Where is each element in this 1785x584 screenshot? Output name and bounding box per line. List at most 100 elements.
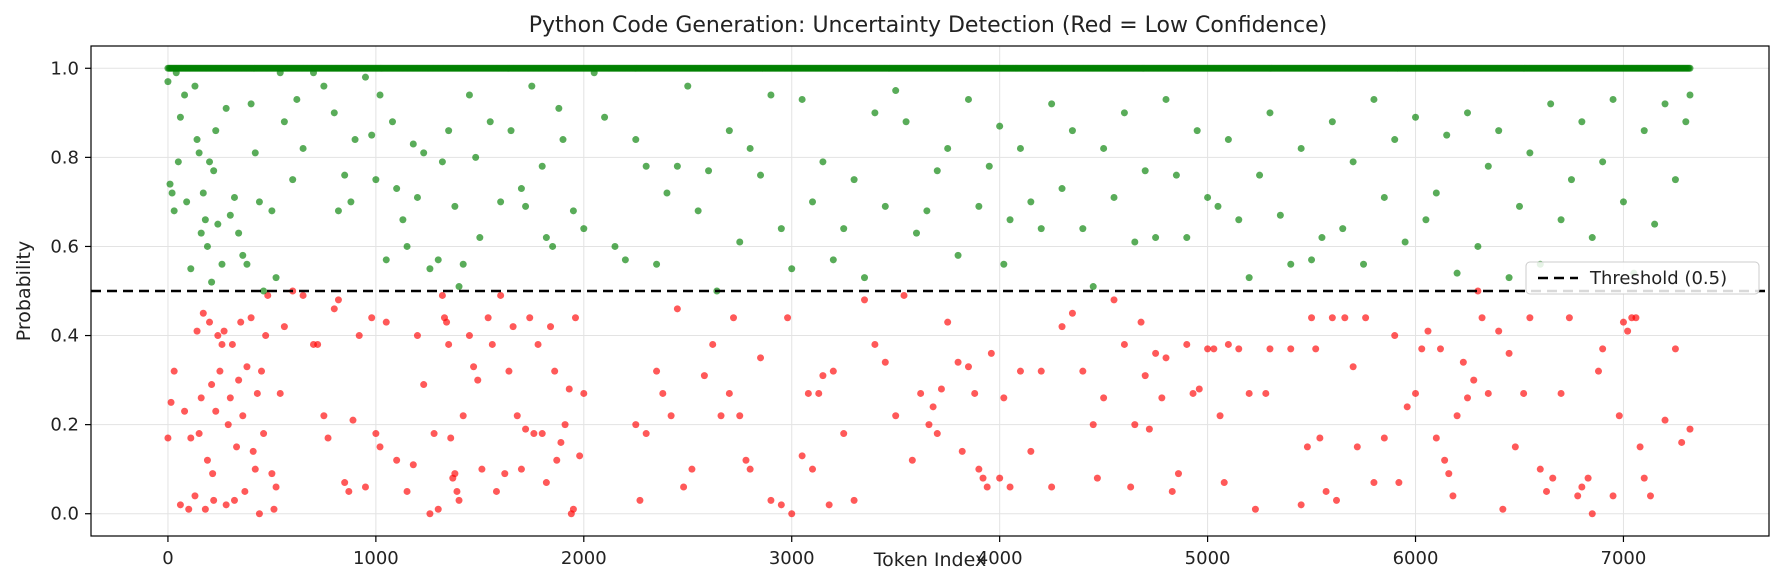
data-point-low-confidence <box>1505 349 1513 357</box>
data-point-low-confidence <box>220 327 228 335</box>
data-point-low-confidence <box>176 501 184 509</box>
data-point-low-confidence <box>203 456 211 464</box>
data-point-low-confidence <box>1158 394 1166 402</box>
data-point-high-confidence <box>1131 238 1139 246</box>
data-point-high-confidence <box>260 287 268 295</box>
x-tick-label: 1000 <box>353 548 399 569</box>
data-point-high-confidence <box>251 149 259 157</box>
data-point-low-confidence <box>538 430 546 438</box>
data-point-low-confidence <box>1303 443 1311 451</box>
data-point-low-confidence <box>757 354 765 362</box>
data-point-high-confidence <box>1474 242 1482 250</box>
data-point-low-confidence <box>542 479 550 487</box>
data-point-low-confidence <box>1341 314 1349 322</box>
data-point-low-confidence <box>1636 443 1644 451</box>
data-point-low-confidence <box>1686 425 1694 433</box>
data-point-high-confidence <box>218 260 226 268</box>
data-point-low-confidence <box>1624 327 1632 335</box>
y-tick-label: 0.0 <box>50 504 79 525</box>
data-point-low-confidence <box>251 465 259 473</box>
data-point-low-confidence <box>557 438 565 446</box>
data-point-high-confidence <box>912 229 920 237</box>
data-point-low-confidence <box>209 470 217 478</box>
data-point-high-confidence <box>1651 220 1659 228</box>
data-point-high-confidence <box>341 171 349 179</box>
data-point-low-confidence <box>1349 363 1357 371</box>
data-point-high-confidence <box>1505 274 1513 282</box>
data-point-high-confidence <box>1453 269 1461 277</box>
data-point-high-confidence <box>1661 100 1669 108</box>
data-point-high-confidence <box>1432 189 1440 197</box>
data-point-low-confidence <box>249 447 257 455</box>
data-point-low-confidence <box>334 296 342 304</box>
data-point-high-confidence <box>1110 193 1118 201</box>
data-point-low-confidence <box>260 430 268 438</box>
data-point-low-confidence <box>1145 425 1153 433</box>
data-point-low-confidence <box>1424 327 1432 335</box>
data-point-low-confidence <box>1436 345 1444 353</box>
data-point-low-confidence <box>430 430 438 438</box>
data-point-low-confidence <box>954 358 962 366</box>
data-point-high-confidence <box>434 256 442 264</box>
data-point-low-confidence <box>1464 394 1472 402</box>
data-point-low-confidence <box>551 367 559 375</box>
data-point-high-confidence <box>1619 198 1627 206</box>
data-point-low-confidence <box>445 340 453 348</box>
data-point-low-confidence <box>777 501 785 509</box>
data-point-high-confidence <box>1588 234 1596 242</box>
data-point-low-confidence <box>187 434 195 442</box>
data-point-low-confidence <box>667 412 675 420</box>
data-point-high-confidence <box>1370 95 1378 103</box>
x-tick-label: 5000 <box>1185 548 1231 569</box>
data-point-low-confidence <box>320 412 328 420</box>
data-point-high-confidence <box>445 127 453 135</box>
data-point-high-confidence <box>272 274 280 282</box>
data-point-low-confidence <box>218 340 226 348</box>
data-point-low-confidence <box>892 412 900 420</box>
data-point-low-confidence <box>825 501 833 509</box>
data-point-low-confidence <box>840 430 848 438</box>
data-point-high-confidence <box>193 136 201 144</box>
data-point-high-confidence <box>1464 109 1472 117</box>
data-point-low-confidence <box>459 412 467 420</box>
data-point-high-confidence <box>809 198 817 206</box>
data-point-high-confidence <box>1183 234 1191 242</box>
data-point-high-confidence <box>166 180 174 188</box>
data-point-low-confidence <box>497 291 505 299</box>
data-point-high-confidence <box>1058 185 1066 193</box>
data-point-high-confidence <box>1120 109 1128 117</box>
data-point-low-confidence <box>850 496 858 504</box>
data-point-low-confidence <box>1640 474 1648 482</box>
data-point-high-confidence <box>451 202 459 210</box>
data-point-high-confidence <box>368 131 376 139</box>
data-point-low-confidence <box>944 318 952 326</box>
data-point-low-confidence <box>659 389 667 397</box>
chart-title: Python Code Generation: Uncertainty Dete… <box>529 13 1328 38</box>
data-point-low-confidence <box>233 443 241 451</box>
data-point-high-confidence <box>1235 216 1243 224</box>
data-point-low-confidence <box>1520 389 1528 397</box>
data-point-low-confidence <box>438 291 446 299</box>
data-point-high-confidence <box>230 193 238 201</box>
data-point-high-confidence <box>1256 171 1264 179</box>
data-point-low-confidence <box>1557 389 1565 397</box>
data-point-low-confidence <box>314 340 322 348</box>
data-point-high-confidence <box>1484 162 1492 170</box>
data-point-low-confidence <box>1536 465 1544 473</box>
data-point-high-confidence <box>176 113 184 121</box>
data-point-high-confidence <box>426 265 434 273</box>
data-point-high-confidence <box>881 202 889 210</box>
data-point-low-confidence <box>929 403 937 411</box>
data-point-high-confidence <box>1401 238 1409 246</box>
data-point-low-confidence <box>653 367 661 375</box>
data-point-high-confidence <box>538 162 546 170</box>
data-point-high-confidence <box>1245 274 1253 282</box>
x-axis-label: Token Index <box>873 549 986 571</box>
data-point-low-confidence <box>829 367 837 375</box>
data-point-low-confidence <box>239 412 247 420</box>
data-point-high-confidence <box>170 207 178 215</box>
data-point-low-confidence <box>1093 474 1101 482</box>
data-point-high-confidence <box>1016 144 1024 152</box>
data-point-high-confidence <box>559 136 567 144</box>
data-point-high-confidence <box>944 144 952 152</box>
